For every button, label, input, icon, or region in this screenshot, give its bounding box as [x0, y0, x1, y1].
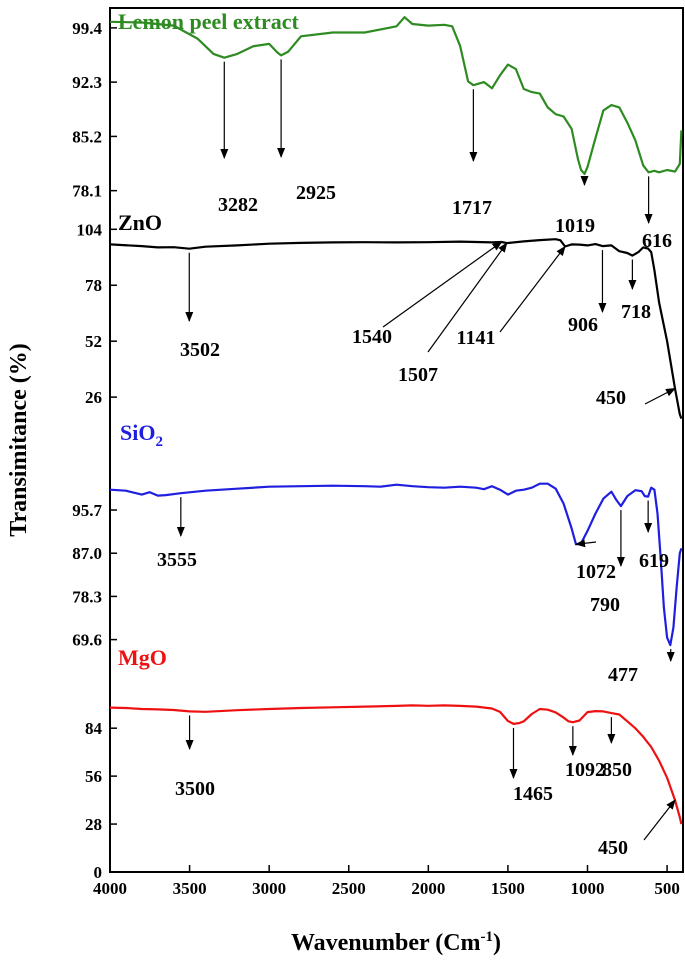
y-tick-label-p3-3: 84: [85, 719, 103, 738]
x-tick-label-1000: 1000: [571, 879, 605, 898]
y-tick-label-p0-0: 78.1: [72, 182, 102, 201]
peak-arrow-1072: [575, 539, 597, 548]
peak-label-619: 619: [639, 550, 669, 572]
peak-arrow-1540: [382, 241, 503, 328]
peak-label-1092: 1092: [565, 759, 605, 781]
series-line-3: [109, 704, 683, 825]
y-tick-label-p0-2: 92.3: [72, 73, 102, 92]
peak-label-3282: 3282: [218, 194, 258, 216]
series-line-0: [109, 16, 683, 175]
peak-label-477: 477: [608, 664, 638, 686]
peak-label-1141: 1141: [457, 327, 496, 349]
y-tick-label-p1-0: 26: [85, 388, 102, 407]
x-tick-label-500: 500: [654, 879, 680, 898]
peak-label-1540: 1540: [352, 326, 392, 348]
y-tick-label-p2-0: 69.6: [72, 631, 102, 650]
series-line-2: [109, 482, 683, 647]
peak-label-450: 450: [598, 837, 628, 859]
peak-label-2925: 2925: [296, 182, 336, 204]
y-tick-label-p0-3: 99.4: [72, 19, 102, 38]
y-tick-label-p2-1: 78.3: [72, 587, 102, 606]
y-tick-label-p0-1: 85.2: [72, 127, 102, 146]
peak-label-616: 616: [642, 230, 672, 252]
peak-label-1072: 1072: [576, 561, 616, 583]
peak-label-850: 850: [602, 759, 632, 781]
y-tick-label-p3-1: 28: [85, 815, 102, 834]
series-label-3: MgO: [118, 645, 167, 670]
peak-label-450: 450: [596, 387, 626, 409]
x-tick-label-3000: 3000: [252, 879, 286, 898]
x-tick-label-2500: 2500: [332, 879, 366, 898]
series-line-1: [109, 238, 683, 419]
x-tick-label-4000: 4000: [93, 879, 127, 898]
x-tick-label-3500: 3500: [173, 879, 207, 898]
peak-label-1507: 1507: [398, 364, 438, 386]
y-tick-label-p2-3: 95.7: [72, 501, 102, 520]
series-label-2: SiO2: [120, 420, 163, 450]
y-tick-label-p2-2: 87.0: [72, 544, 102, 563]
y-tick-label-p1-2: 78: [85, 276, 102, 295]
peak-arrow-1141: [499, 245, 566, 333]
y-axis-title: Transimitance (%): [6, 343, 32, 537]
peak-label-906: 906: [568, 314, 598, 336]
peak-label-718: 718: [621, 301, 651, 323]
peak-label-1019: 1019: [555, 215, 595, 237]
series-label-1: ZnO: [118, 210, 162, 235]
y-tick-label-p1-3: 104: [77, 220, 103, 239]
y-tick-label-p3-0: 0: [94, 863, 103, 882]
series-label-0: Lemon peel extract: [118, 9, 299, 34]
y-tick-label-p3-2: 56: [85, 767, 102, 786]
y-tick-label-p1-1: 52: [85, 332, 102, 351]
peak-label-3555: 3555: [157, 549, 197, 571]
x-tick-label-1500: 1500: [491, 879, 525, 898]
peak-label-1717: 1717: [452, 197, 492, 219]
peak-arrow-450: [644, 387, 676, 405]
peak-arrow-450: [643, 799, 676, 841]
plot-layer: 4000 3500 3000 2500 2000 1500 1000 500 78.1 85.2 9…: [72, 9, 683, 898]
plot-frame: [109, 7, 684, 873]
peak-label-3502: 3502: [180, 339, 220, 361]
peak-label-790: 790: [590, 594, 620, 616]
x-axis-title: Wavenumber (Cm-1): [291, 929, 501, 956]
peak-label-3500: 3500: [175, 778, 215, 800]
peak-label-1465: 1465: [513, 783, 553, 805]
x-tick-label-2000: 2000: [411, 879, 445, 898]
peak-arrow-1507: [427, 242, 508, 353]
